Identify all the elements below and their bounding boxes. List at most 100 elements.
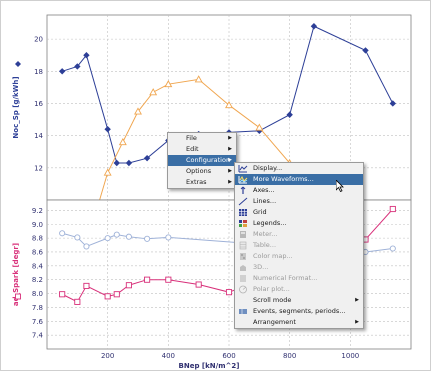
menu-item-color-map[interactable]: Color map... [235, 251, 363, 262]
y-tick-label: 16 [34, 100, 43, 108]
data-point [225, 289, 233, 296]
y-tick-label: 8.2 [32, 276, 43, 284]
data-point [74, 298, 81, 305]
menu-item-edit[interactable]: Edit ▶ [168, 144, 236, 155]
y-tick-label: 8.0 [32, 290, 43, 298]
color-map-icon [240, 253, 246, 260]
data-point [104, 235, 111, 242]
context-menu: File ▶ Edit ▶ Configuration ▶ Options ▶ … [167, 132, 237, 189]
grid-icon [239, 209, 247, 216]
menu-item-meter[interactable]: Meter... [235, 229, 363, 240]
y-tick-label: 14 [34, 132, 43, 140]
data-point [195, 281, 202, 288]
data-point [134, 107, 142, 115]
x-tick-label: 400 [162, 352, 175, 360]
submenu-arrow-icon: ▶ [228, 179, 232, 185]
y-tick-label: 12 [34, 164, 43, 172]
menu-item-label: Grid [253, 208, 267, 216]
menu-item-scroll-mode[interactable]: Scroll mode ▶ [235, 295, 363, 306]
waveforms-icon [238, 176, 248, 184]
data-point [58, 68, 66, 75]
menu-item-grid[interactable]: Grid [235, 207, 363, 218]
configuration-submenu: Display... More Waveforms... Axes... L [234, 162, 364, 329]
data-point [310, 23, 318, 30]
menu-item-label: Lines... [253, 197, 277, 205]
menu-item-configuration[interactable]: Configuration ▶ [168, 155, 236, 166]
menu-item-label: Numerical Format... [253, 274, 318, 282]
y-tick-label: 18 [34, 68, 43, 76]
data-point [83, 52, 90, 59]
menu-item-label: File [186, 134, 197, 142]
data-point [125, 282, 132, 289]
menu-item-label: Events, segments, periods... [253, 307, 346, 315]
data-point [389, 245, 396, 252]
x-axis-label: BNep [kN/m^2] [179, 362, 240, 370]
data-point [103, 168, 112, 176]
display-icon [238, 165, 248, 173]
data-point [113, 231, 120, 238]
x-tick-label: 600 [222, 352, 235, 360]
3d-icon [240, 265, 246, 271]
data-point [59, 230, 66, 237]
y-tick-label: 7.8 [32, 304, 43, 312]
data-point [143, 154, 151, 162]
data-point [113, 291, 120, 298]
menu-item-events[interactable]: Events, segments, periods... [235, 306, 363, 317]
x-tick-label: 800 [283, 352, 296, 360]
table-icon [239, 241, 247, 250]
submenu-arrow-icon: ▶ [228, 135, 232, 141]
x-tick-label: 1000 [341, 352, 359, 360]
menu-item-label: Table... [253, 241, 277, 249]
y-tick-label: 8.8 [32, 235, 43, 243]
x-tick-label: 200 [101, 352, 114, 360]
menu-item-label: More Waveforms... [253, 175, 314, 183]
y-tick-label: 20 [34, 36, 43, 44]
submenu-arrow-icon: ▶ [228, 168, 232, 174]
y-axis-label: ad_Spark [degr] [12, 243, 20, 306]
data-point [362, 47, 369, 54]
submenu-arrow-icon: ▶ [228, 146, 232, 152]
y-tick-label: 8.6 [32, 248, 44, 256]
data-point [149, 88, 158, 96]
menu-item-numerical-format[interactable]: Numerical Format... [235, 273, 363, 284]
y-tick-label: 8.4 [32, 262, 44, 270]
data-point [113, 159, 120, 167]
menu-item-label: Legends... [253, 219, 287, 227]
data-point [389, 205, 396, 213]
data-point [74, 234, 81, 241]
lines-icon [238, 197, 248, 206]
submenu-arrow-icon: ▶ [355, 319, 359, 325]
events-icon [239, 309, 247, 314]
data-point [165, 234, 172, 241]
y-tick-label: 9.0 [32, 221, 43, 229]
data-point [118, 137, 127, 146]
menu-item-label: Axes... [253, 186, 275, 194]
menu-item-arrangement[interactable]: Arrangement ▶ [235, 317, 363, 328]
mouse-cursor-icon [336, 180, 344, 192]
y-axis-label: Noc_Sp [g/kWh] [12, 76, 20, 138]
data-point [144, 235, 151, 242]
menu-item-axes[interactable]: Axes... [235, 185, 363, 196]
menu-item-extras[interactable]: Extras ▶ [168, 177, 236, 188]
menu-item-legends[interactable]: Legends... [235, 218, 363, 229]
menu-item-lines[interactable]: Lines... [235, 196, 363, 207]
data-point [389, 100, 396, 107]
menu-item-label: Display... [253, 164, 283, 172]
data-point [83, 243, 90, 250]
menu-item-display[interactable]: Display... [235, 163, 363, 174]
menu-item-table[interactable]: Table... [235, 240, 363, 251]
menu-item-label: Meter... [253, 230, 278, 238]
menu-item-file[interactable]: File ▶ [168, 133, 236, 144]
menu-item-label: Scroll mode [253, 296, 292, 304]
legend-marker-square-icon [15, 293, 21, 300]
data-point [104, 126, 111, 133]
legend-marker-diamond-icon [15, 61, 21, 67]
menu-item-label: Edit [186, 145, 199, 153]
menu-item-3d[interactable]: 3D... [235, 262, 363, 273]
data-point [104, 293, 111, 300]
numerical-format-icon [240, 275, 246, 282]
y-tick-label: 7.6 [32, 318, 44, 326]
menu-item-more-waveforms[interactable]: More Waveforms... [235, 174, 363, 185]
menu-item-polar-plot[interactable]: Polar plot... [235, 284, 363, 295]
menu-item-options[interactable]: Options ▶ [168, 166, 236, 177]
